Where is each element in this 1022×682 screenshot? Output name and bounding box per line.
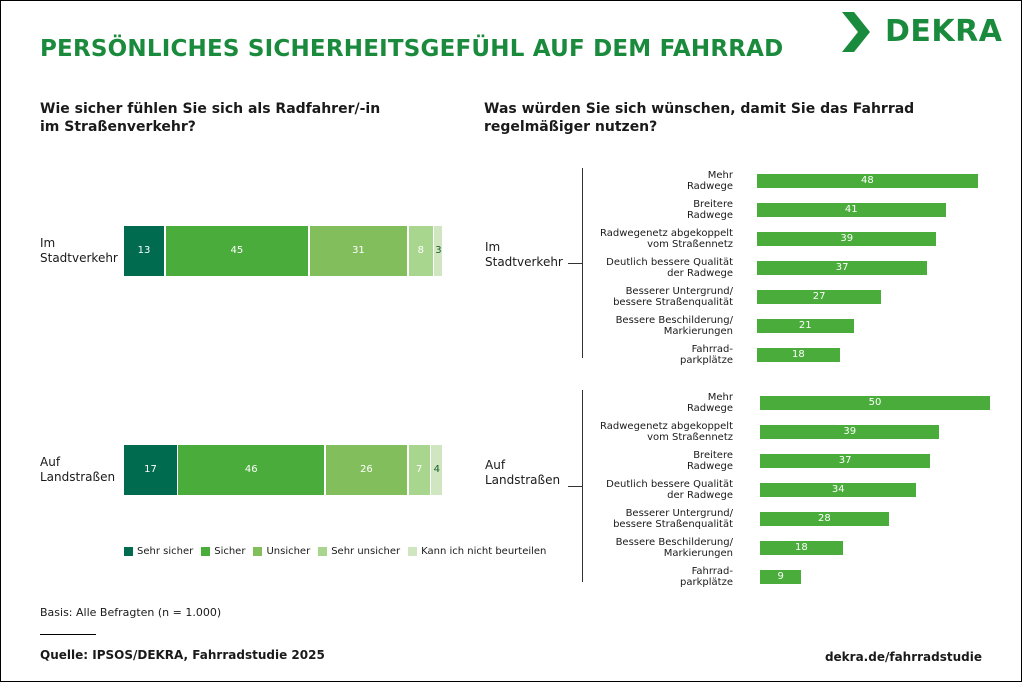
bar-category-label: Deutlich bessere Qualität der Radwege (606, 479, 733, 501)
bar-value: 21 (798, 320, 812, 331)
basis-note: Basis: Alle Befragten (n = 1.000) (40, 606, 222, 619)
group-axis-tick (568, 486, 582, 487)
bar-value: 39 (840, 233, 854, 244)
legend-swatch (201, 547, 211, 556)
bar-value: 28 (818, 513, 831, 524)
bar (760, 454, 931, 468)
bar-category-label: Besserer Untergrund/ bessere Straßenqual… (613, 286, 733, 308)
bar (757, 348, 840, 362)
stacked-segment-value: 26 (360, 464, 373, 475)
bar-category-label: Deutlich bessere Qualität der Radwege (606, 257, 733, 279)
bar-category-label: Radwegenetz abgekoppelt vom Straßennetz (600, 228, 733, 250)
bar (760, 396, 990, 410)
legend-label: Sicher (214, 546, 246, 557)
legend-swatch (408, 547, 418, 556)
legend-swatch (124, 547, 133, 556)
stacked-segment (165, 226, 309, 276)
stacked-segment-value: 46 (244, 464, 258, 475)
legend-swatch (318, 547, 328, 556)
legend-label: Sehr unsicher (331, 546, 401, 557)
stacked-segment-value: 45 (230, 245, 244, 256)
stacked-segment-value: 17 (144, 464, 157, 475)
stacked-segment (434, 226, 443, 276)
logo-text: DEKRA (885, 14, 1003, 49)
bar-value: 37 (835, 262, 849, 273)
bar (760, 541, 843, 555)
stacked-segment-value: 3 (435, 245, 442, 256)
group-label: Auf Landstraßen (485, 458, 561, 487)
stacked-segment-value: 4 (433, 464, 441, 475)
bar-value: 48 (861, 175, 874, 186)
legend-item: Sehr sicher (124, 546, 193, 557)
bar-category-label: Fahrrad- parkplätze (680, 566, 733, 588)
stacked-segment-value: 8 (417, 245, 425, 256)
bar-category-label: Breitere Radwege (686, 199, 733, 221)
bar (757, 261, 928, 275)
bar-category-label: Breitere Radwege (686, 450, 733, 472)
stacked-row-label: Auf Landstraßen (40, 455, 116, 484)
bar (760, 570, 802, 584)
dekra-logo: DEKRA (838, 10, 1002, 56)
bar (757, 203, 946, 217)
bar-value: 18 (795, 542, 808, 553)
stacked-segment (124, 226, 165, 276)
bar-category-label: Besserer Untergrund/ bessere Straßenqual… (613, 508, 733, 530)
bar-category-label: Bessere Beschilderung/ Markierungen (615, 537, 733, 559)
bar-value: 34 (831, 484, 845, 495)
legend-item: Unsicher (253, 546, 310, 557)
stacked-row-label: Im Stadtverkehr (40, 236, 118, 265)
stacked-segment (408, 226, 433, 276)
stacked-segment (431, 445, 443, 495)
legend-label: Sehr sicher (137, 546, 194, 557)
stacked-segment-value: 31 (352, 245, 365, 256)
stacked-segment-value: 13 (137, 245, 151, 256)
bar-category-label: Mehr Radwege (686, 392, 733, 414)
bar-category-label: Bessere Beschilderung/ Markierungen (615, 315, 733, 337)
legend: Sehr sicher Sicher Unsicher Sehr unsicher Ka… (124, 546, 546, 557)
bar-value: 41 (844, 204, 858, 215)
legend-swatch (253, 547, 263, 556)
legend-item: Sehr unsicher (318, 546, 400, 557)
source-url: dekra.de/fahrradstudie (824, 650, 982, 664)
bar (757, 174, 978, 188)
stacked-segment (178, 445, 325, 495)
bar-value: 18 (792, 349, 805, 360)
bar-category-label: Mehr Radwege (686, 170, 733, 192)
stacked-segment (408, 445, 430, 495)
right-question: Was würden Sie sich wünschen, damit Sie … (484, 101, 915, 135)
legend-label: Unsicher (266, 546, 311, 557)
stacked-segment-value: 7 (416, 464, 423, 475)
bar-value: 39 (843, 426, 857, 437)
stacked-segment (124, 445, 177, 495)
stacked-segment (309, 226, 408, 276)
bar (757, 319, 854, 333)
legend-item: Kann ich nicht beurteilen (408, 546, 546, 557)
group-axis-line (582, 390, 583, 582)
legend-item: Sicher (201, 546, 245, 557)
bar-value: 27 (812, 291, 826, 302)
footer-rule (40, 634, 96, 635)
bar-value: 50 (868, 397, 882, 408)
group-axis-tick (568, 263, 582, 264)
bar-value: 37 (838, 455, 852, 466)
bar (757, 232, 937, 246)
stacked-segment (325, 445, 408, 495)
legend-label: Kann ich nicht beurteilen (421, 546, 547, 557)
group-axis-line (582, 168, 583, 358)
bar-category-label: Radwegenetz abgekoppelt vom Straßennetz (600, 421, 733, 443)
left-question: Wie sicher fühlen Sie sich als Radfahrer… (40, 101, 381, 135)
bar-value: 9 (777, 571, 784, 582)
bar (760, 425, 940, 439)
bar (760, 512, 889, 526)
bar-category-label: Fahrrad- parkplätze (680, 344, 733, 366)
source-note: Quelle: IPSOS/DEKRA, Fahrradstudie 2025 (40, 648, 325, 662)
bar (760, 483, 917, 497)
bar (757, 290, 882, 304)
dekra-logo-icon (842, 12, 870, 52)
group-label: Im Stadtverkehr (485, 240, 563, 269)
page-title: PERSÖNLICHES SICHERHEITSGEFÜHL AUF DEM F… (40, 36, 784, 62)
